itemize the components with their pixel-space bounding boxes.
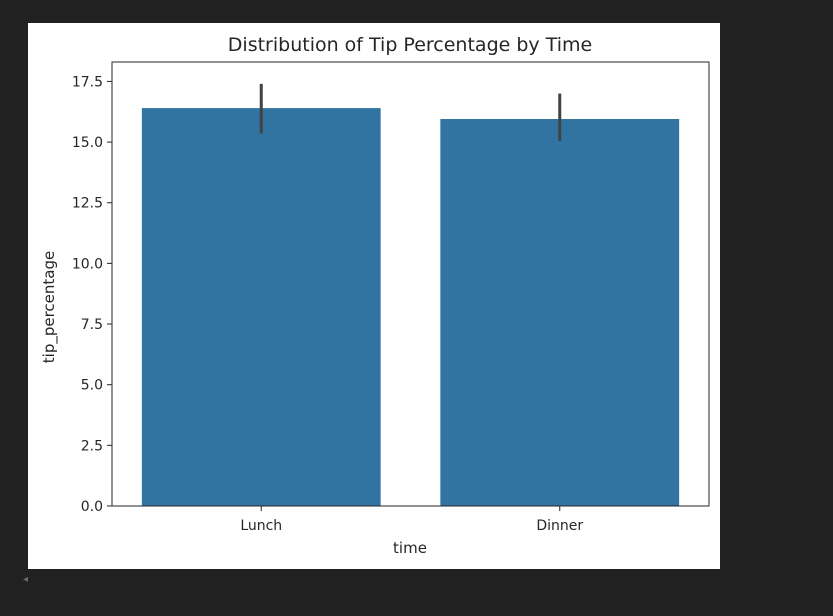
y-tick-label: 2.5 <box>81 438 103 454</box>
x-tick-label-dinner: Dinner <box>536 518 583 534</box>
y-tick-label: 17.5 <box>72 74 103 90</box>
x-tick-label-lunch: Lunch <box>240 518 282 534</box>
chevron-left-icon[interactable]: ◂ <box>23 574 29 585</box>
y-axis-label: tip_percentage <box>40 251 59 363</box>
bar-chart: Distribution of Tip Percentage by Time L… <box>40 34 710 557</box>
y-tick-label: 10.0 <box>72 256 103 272</box>
y-tick-label: 7.5 <box>81 317 103 333</box>
y-tick-label: 5.0 <box>81 378 103 394</box>
chart-title: Distribution of Tip Percentage by Time <box>228 34 592 56</box>
bar-lunch <box>141 108 381 506</box>
x-axis-label: time <box>393 539 427 557</box>
y-tick-label: 12.5 <box>72 196 103 212</box>
plot-area: Lunch Dinner 0.0 2.5 5.0 7.5 10.0 12.5 15.0 17.5 <box>72 61 710 534</box>
plot-frame <box>111 61 710 507</box>
y-tick-label: 0.0 <box>81 499 103 515</box>
output-cell: Distribution of Tip Percentage by Time L… <box>28 23 720 569</box>
bar-dinner <box>440 119 680 507</box>
y-tick-label: 15.0 <box>72 135 103 151</box>
